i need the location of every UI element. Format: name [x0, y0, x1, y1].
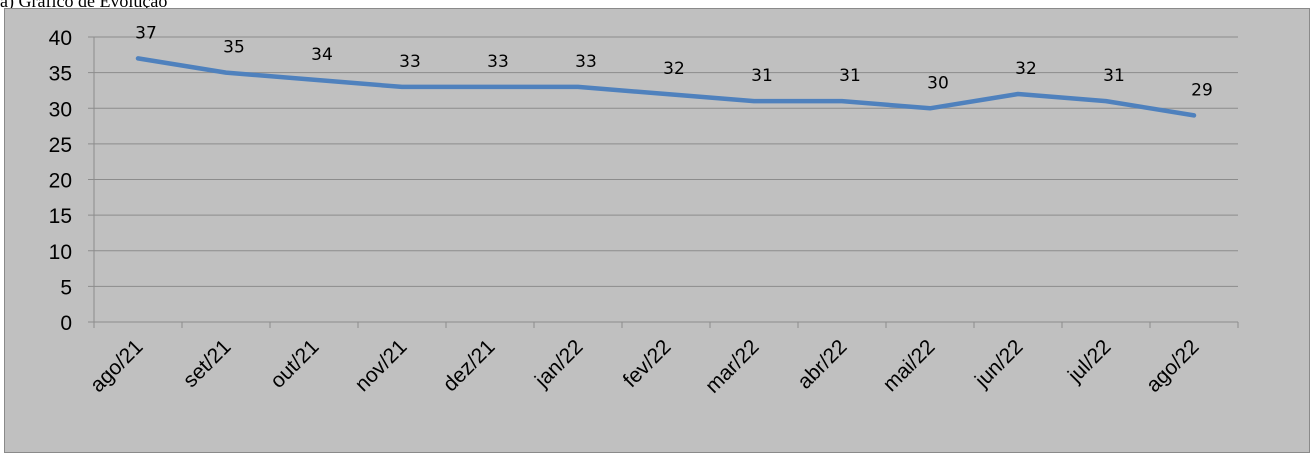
data-label: 31	[751, 66, 773, 86]
y-tick-label: 40	[49, 27, 72, 50]
data-label: 31	[1103, 66, 1125, 86]
x-tick-label: mai/22	[879, 335, 940, 396]
y-tick-label: 35	[49, 63, 72, 86]
x-tick-labels: ago/21 set/21 out/21 nov/21 dez/21 jan/22 fev/…	[86, 335, 1204, 397]
axes	[88, 36, 1239, 328]
data-label: 35	[223, 38, 245, 58]
x-tick-label: jul/22	[1063, 335, 1115, 387]
data-label: 33	[575, 52, 597, 72]
y-tick-label: 20	[49, 170, 72, 193]
data-label: 37	[135, 23, 157, 43]
data-label: 34	[311, 45, 333, 65]
x-tick-label: out/21	[266, 335, 324, 393]
y-tick-label: 25	[49, 134, 72, 157]
gridlines	[94, 36, 1238, 287]
x-tick-label: nov/21	[351, 335, 412, 396]
data-label: 30	[927, 73, 949, 93]
data-label: 32	[663, 59, 685, 79]
x-tick-label: ago/21	[86, 335, 148, 397]
y-tick-labels: 0 5 10 15 20 25 30 35 40	[49, 27, 72, 335]
x-tick-label: abr/22	[793, 335, 851, 393]
series-line	[135, 56, 1197, 118]
data-labels: 37 35 34 33 33 33 32 31 31 30 32 31 29	[135, 23, 1213, 100]
data-label: 29	[1191, 80, 1213, 100]
y-tick-label: 0	[60, 312, 72, 335]
chart-area	[4, 8, 1310, 453]
x-tick-label: set/21	[179, 335, 236, 392]
x-tick-label: ago/22	[1142, 335, 1204, 397]
x-tick-label: mar/22	[701, 335, 763, 397]
y-tick-label: 10	[49, 241, 72, 264]
y-tick-label: 5	[60, 276, 72, 299]
x-tick-label: jan/22	[530, 335, 587, 392]
chart-caption: a) Gráfico de Evolução	[0, 0, 168, 11]
y-tick-label: 30	[49, 98, 72, 121]
data-label: 32	[1015, 59, 1037, 79]
series	[135, 56, 1197, 118]
x-tick-label: dez/21	[439, 335, 500, 396]
data-label: 33	[399, 52, 421, 72]
data-label: 33	[487, 52, 509, 72]
x-tick-label: fev/22	[619, 335, 676, 392]
x-tick-label: jun/22	[970, 335, 1027, 392]
y-tick-label: 15	[49, 205, 72, 228]
data-label: 31	[839, 66, 861, 86]
